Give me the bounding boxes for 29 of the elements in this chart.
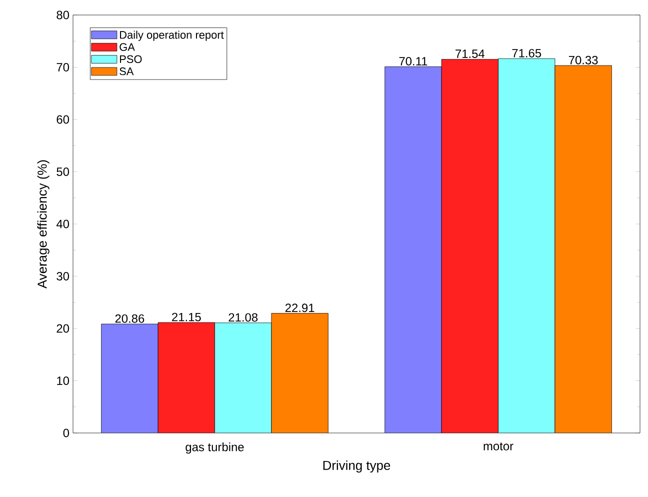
y-tick-label: 20 — [56, 324, 70, 333]
bar — [214, 322, 272, 433]
x-tick-label: gas turbine — [186, 442, 244, 454]
y-tick-label: 10 — [57, 376, 70, 385]
y-axis-title: Average efficiency (%) — [37, 160, 50, 289]
data-label: 70.11 — [399, 57, 428, 66]
bar — [498, 58, 556, 433]
y-tick-label: 0 — [63, 428, 70, 438]
data-label: 21.15 — [172, 312, 201, 322]
data-label: 20.86 — [115, 314, 144, 323]
x-axis-title: Driving type — [323, 460, 390, 473]
y-tick-label: 80 — [56, 10, 70, 20]
y-tick-label: 60 — [56, 115, 70, 124]
legend-label: SA — [120, 67, 134, 76]
data-label: 71.65 — [512, 48, 542, 58]
legend-label: GA — [120, 43, 135, 51]
y-tick-label: 40 — [56, 220, 70, 228]
legend-label: Daily operation report — [120, 30, 224, 41]
legend-label: PSO — [120, 55, 142, 64]
data-label: 21.08 — [228, 313, 258, 322]
bar — [441, 59, 498, 433]
data-label: 22.91 — [285, 304, 314, 312]
y-tick-label: 50 — [56, 168, 70, 176]
x-tick-label: motor — [484, 442, 514, 450]
data-label: 71.54 — [456, 50, 485, 58]
y-tick-label: 70 — [56, 63, 70, 72]
data-label: 70.33 — [568, 56, 598, 64]
bar — [158, 322, 215, 433]
y-tick-label: 30 — [56, 272, 70, 280]
